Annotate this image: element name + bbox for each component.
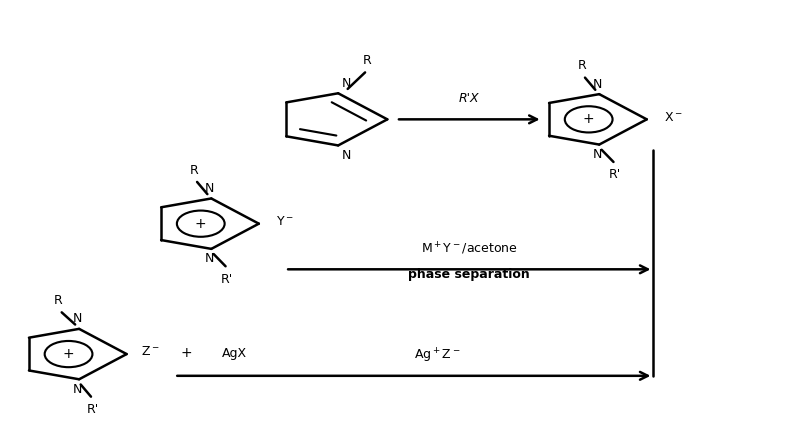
Text: N: N — [593, 78, 602, 91]
Text: Y$^-$: Y$^-$ — [276, 215, 294, 228]
Text: N: N — [205, 182, 214, 195]
Text: phase separation: phase separation — [408, 268, 530, 281]
Text: R': R' — [87, 403, 99, 416]
Text: +: + — [583, 113, 594, 126]
Text: R: R — [190, 164, 198, 177]
Text: +: + — [180, 346, 192, 360]
Text: N: N — [342, 77, 351, 90]
Text: N: N — [73, 383, 82, 396]
Text: N: N — [73, 312, 82, 326]
Text: R: R — [54, 294, 63, 307]
Text: AgX: AgX — [222, 347, 246, 360]
Text: N: N — [205, 253, 214, 265]
Text: R'X: R'X — [459, 93, 479, 105]
Text: X$^-$: X$^-$ — [664, 111, 683, 124]
Text: R: R — [578, 59, 586, 72]
Text: R: R — [363, 54, 372, 67]
Text: +: + — [62, 347, 74, 361]
Text: M$^+$Y$^-$/acetone: M$^+$Y$^-$/acetone — [421, 241, 518, 257]
Text: N: N — [593, 148, 602, 161]
Text: Z$^-$: Z$^-$ — [141, 346, 160, 358]
Text: Ag$^+$Z$^-$: Ag$^+$Z$^-$ — [414, 346, 461, 365]
Text: +: + — [195, 217, 206, 231]
Text: R': R' — [221, 273, 234, 286]
Text: N: N — [342, 149, 351, 162]
Text: R': R' — [609, 168, 621, 182]
